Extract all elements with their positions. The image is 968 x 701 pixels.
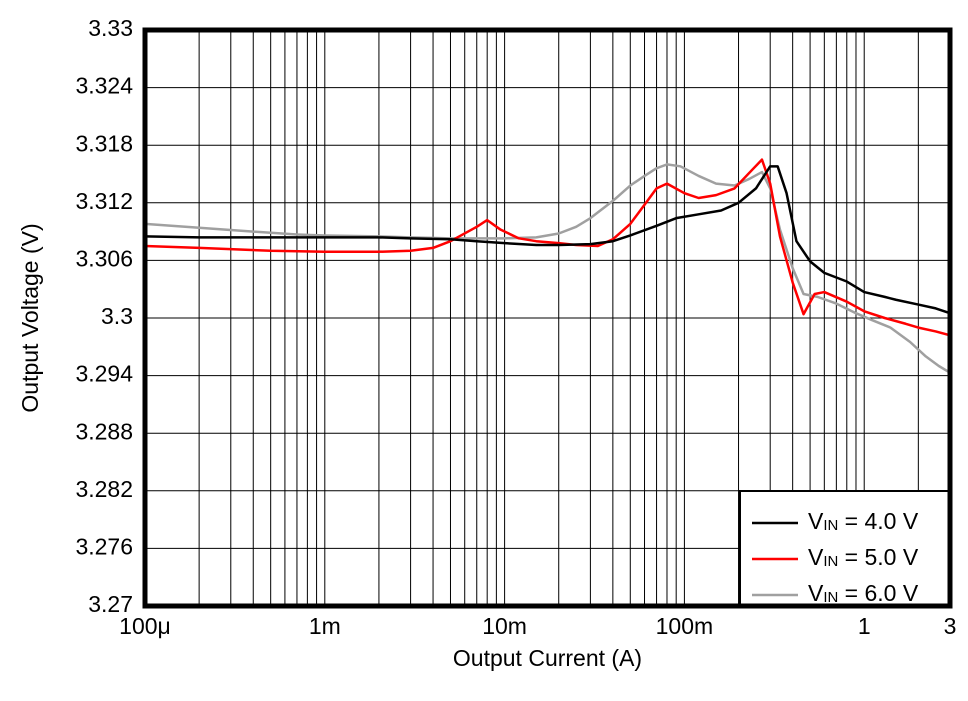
- y-tick-label: 3.318: [75, 130, 133, 156]
- y-tick-label: 3.288: [75, 418, 133, 444]
- legend: VIN = 4.0 VVIN = 5.0 VVIN = 6.0 V: [740, 491, 950, 606]
- y-tick-label: 3.324: [75, 73, 133, 99]
- x-axis-label: Output Current (A): [453, 645, 642, 671]
- y-tick-label: 3.312: [75, 188, 133, 214]
- y-tick-label: 3.3: [101, 303, 133, 329]
- x-tick-label: 1: [858, 613, 871, 639]
- y-tick-label: 3.33: [88, 15, 133, 41]
- y-tick-label: 3.306: [75, 245, 133, 271]
- y-axis-label: Output Voltage (V): [17, 223, 43, 412]
- x-tick-label: 1m: [309, 613, 341, 639]
- x-tick-label: 3: [944, 613, 957, 639]
- y-tick-label: 3.282: [75, 476, 133, 502]
- y-tick-label: 3.276: [75, 533, 133, 559]
- y-tick-label: 3.294: [75, 361, 133, 387]
- x-tick-label: 10m: [482, 613, 527, 639]
- x-tick-label: 100m: [656, 613, 714, 639]
- x-tick-label: 100μ: [119, 613, 171, 639]
